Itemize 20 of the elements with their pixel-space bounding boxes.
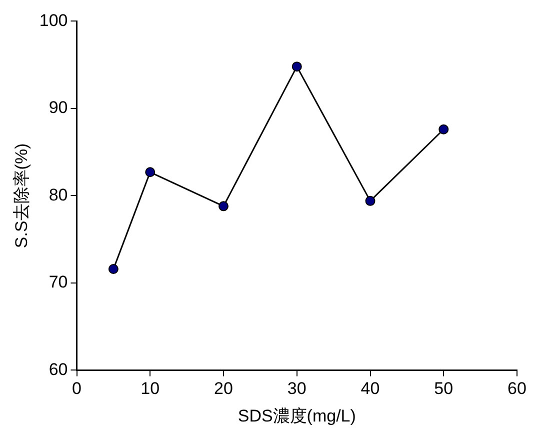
y-tick-label: 80: [48, 185, 68, 204]
point: [145, 167, 156, 178]
point: [292, 62, 302, 72]
x-tick-label: 50: [434, 379, 454, 398]
x-tick-label: 20: [214, 379, 233, 398]
x-axis-title: SDS濃度(mg/L): [238, 406, 356, 426]
y-tick-label: 70: [48, 272, 68, 292]
point: [218, 201, 229, 212]
y-tick-label: 90: [48, 98, 68, 118]
y-tick-label: 100: [39, 10, 68, 30]
x-tick-label: 10: [140, 379, 160, 398]
x-tick-label: 0: [72, 379, 82, 398]
y-tick-label: 60: [48, 360, 68, 379]
x-tick-label: 40: [360, 379, 380, 398]
point: [365, 196, 376, 206]
point: [108, 264, 118, 274]
point: [438, 124, 449, 134]
y-axis-title: S.S去除率(%): [12, 143, 31, 248]
x-tick-label: 30: [287, 379, 306, 398]
x-tick-label: 60: [508, 379, 526, 398]
